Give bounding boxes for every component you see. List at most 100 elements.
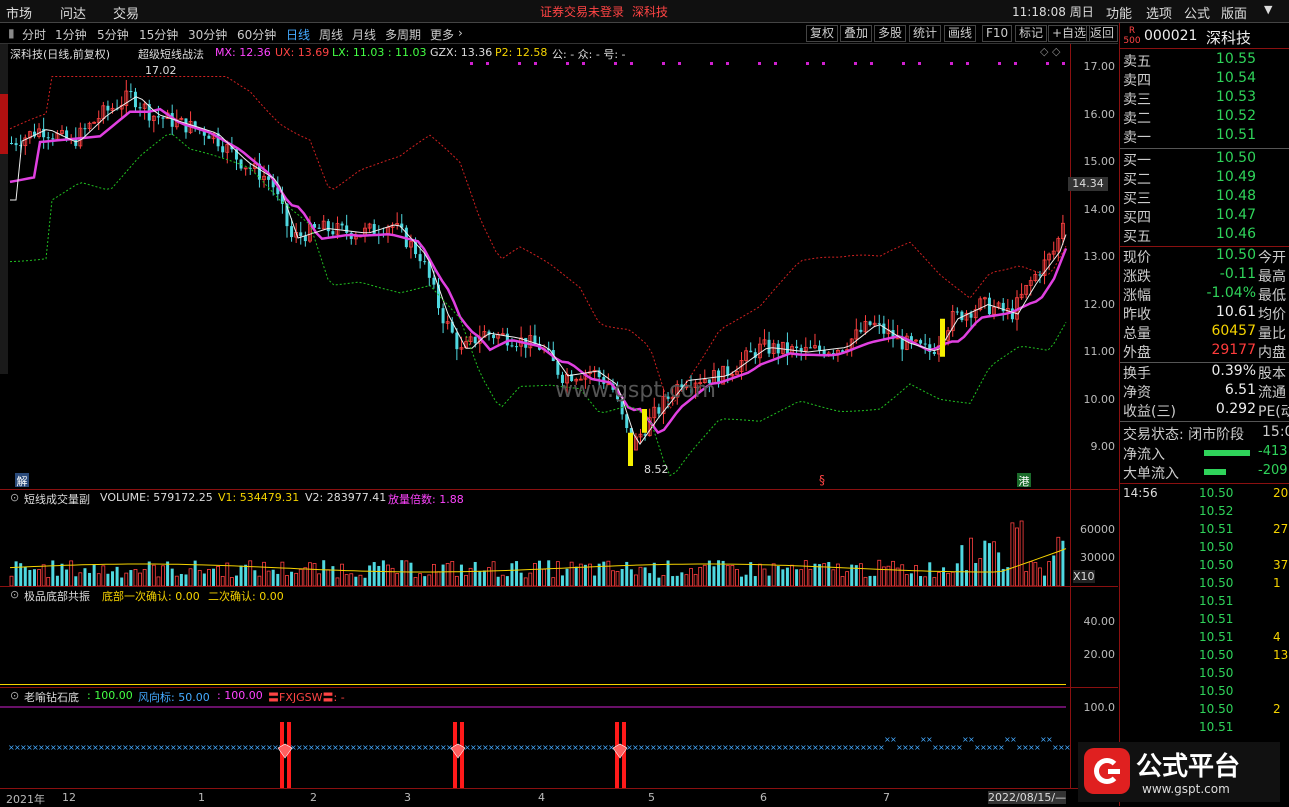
stat-row[interactable]: 总量 60457 量比 [1120, 323, 1289, 342]
quote-label: 卖一 [1123, 130, 1151, 146]
panel-toggle-icon[interactable]: ⊙ [10, 588, 20, 601]
wind-vane-mark: × [1016, 743, 1023, 752]
period-15min[interactable]: 15分钟 [139, 28, 179, 42]
tick-row[interactable]: 10.51 27 [1123, 522, 1289, 540]
stat-row[interactable]: 涨幅 -1.04% 最低 [1120, 285, 1289, 304]
menu-wenda[interactable]: 问达 [60, 7, 87, 22]
tool-overlay[interactable]: 叠加 [840, 25, 873, 42]
menu-layout[interactable]: 版面 [1221, 7, 1248, 22]
tick-row[interactable]: 10.50 [1123, 684, 1289, 702]
indicator-name[interactable]: 超级短线战法 [138, 48, 204, 61]
tool-stats[interactable]: 统计 [909, 25, 942, 42]
tick-row[interactable]: 10.50 [1123, 666, 1289, 684]
candle-body [919, 340, 923, 344]
tool-mark[interactable]: 标记 [1015, 25, 1048, 42]
bid-row[interactable]: 买五 10.46 [1120, 226, 1289, 245]
tick-row[interactable]: 10.50 2 [1123, 702, 1289, 720]
login-notice[interactable]: 证券交易未登录 [540, 5, 625, 19]
stat-row[interactable]: 昨收 10.61 均价 [1120, 304, 1289, 323]
period-day[interactable]: 日线 [286, 28, 311, 42]
marker-gang[interactable]: 港 [1017, 473, 1031, 488]
tick-row[interactable]: 10.51 [1123, 720, 1289, 738]
tool-back[interactable]: 返回 [1086, 25, 1118, 42]
period-5min[interactable]: 5分钟 [97, 28, 129, 42]
volume-ma1 [9, 548, 1067, 573]
tick-row[interactable]: 10.51 [1123, 612, 1289, 630]
left-tab-active[interactable] [0, 94, 8, 154]
stat-row[interactable]: 现价 10.50 今开 [1120, 247, 1289, 266]
tick-row[interactable]: 10.50 1 [1123, 576, 1289, 594]
wind-vane-mark: × [722, 743, 729, 752]
chart-diamond-icon[interactable]: ◇ ◇ [1040, 45, 1061, 58]
tick-row[interactable]: 10.50 20 [1123, 486, 1289, 504]
tick-row[interactable]: 10.52 [1123, 504, 1289, 522]
ask-row[interactable]: 卖三 10.53 [1120, 89, 1289, 108]
menu-function[interactable]: 功能 [1106, 7, 1133, 22]
marker-s[interactable]: § [819, 473, 825, 487]
stat-row[interactable]: 外盘 29177 内盘 [1120, 342, 1289, 361]
volume-bar [409, 562, 413, 586]
main-price-chart[interactable] [0, 44, 1118, 489]
candle-body [946, 330, 951, 341]
period-30min[interactable]: 30分钟 [188, 28, 228, 42]
period-more[interactable]: 更多 [430, 28, 455, 42]
tick-row[interactable]: 10.50 13 [1123, 648, 1289, 666]
tool-draw[interactable]: 画线 [944, 25, 977, 42]
period-1min[interactable]: 1分钟 [55, 28, 87, 42]
ask-row[interactable]: 卖四 10.54 [1120, 70, 1289, 89]
tool-add-watchlist[interactable]: +自选 [1048, 25, 1091, 42]
ask-row[interactable]: 卖五 10.55 [1120, 51, 1289, 70]
tick-row[interactable]: 10.51 [1123, 594, 1289, 612]
menu-market[interactable]: 市场 [6, 7, 33, 22]
stat-row[interactable]: 净资 6.51 流通 [1120, 382, 1289, 401]
bottom-panel2-title[interactable]: 老喻钻石底 [24, 691, 79, 704]
tick-row[interactable]: 10.51 4 [1123, 630, 1289, 648]
wind-vane-mark: × [32, 743, 39, 752]
stat-row[interactable]: 换手 0.39% 股本 [1120, 363, 1289, 382]
volume-bar [92, 564, 96, 586]
volume-bar [606, 560, 611, 586]
period-fenshi[interactable]: 分时 [22, 28, 47, 42]
volume-panel-title[interactable]: 短线成交量副 [24, 493, 90, 506]
panel-toggle-icon[interactable]: ⊙ [10, 491, 20, 504]
tool-multi-stock[interactable]: 多股 [874, 25, 907, 42]
menu-trade[interactable]: 交易 [113, 7, 140, 22]
wind-vane-mark: × [380, 743, 387, 752]
ask-row[interactable]: 卖一 10.51 [1120, 127, 1289, 146]
bid-row[interactable]: 买二 10.49 [1120, 169, 1289, 188]
candle-body [698, 382, 703, 385]
minimize-icon[interactable]: ▼ [1264, 3, 1273, 16]
volume-bar [358, 574, 363, 586]
ask-row[interactable]: 卖二 10.52 [1120, 108, 1289, 127]
period-multi[interactable]: 多周期 [385, 28, 422, 42]
period-60min[interactable]: 60分钟 [237, 28, 277, 42]
menu-formula[interactable]: 公式 [1184, 7, 1211, 22]
panel-toggle-icon[interactable]: ⊙ [10, 689, 20, 702]
left-tab-strip[interactable] [0, 44, 8, 374]
tick-row[interactable]: 10.50 [1123, 540, 1289, 558]
volume-chart[interactable] [0, 506, 1070, 586]
stat-row[interactable]: 涨跌 -0.11 最高 [1120, 266, 1289, 285]
tool-f10[interactable]: F10 [982, 25, 1013, 42]
diamond-bottom-chart[interactable]: × × × × × × × × × × × × × × × × × × × × × × × × × × × × × × × × × × × × × × × ×… [0, 704, 1070, 788]
tick-row[interactable]: 10.50 37 [1123, 558, 1289, 576]
tick-list[interactable]: 10.50 20 10.52 10.51 27 10.50 10.50 37 10.50 1 10.… [1120, 486, 1289, 746]
bid-row[interactable]: 买一 10.50 [1120, 150, 1289, 169]
bid-row[interactable]: 买四 10.47 [1120, 207, 1289, 226]
candle-body [1024, 284, 1029, 295]
bottom-panel1-title[interactable]: 极品底部共振 [24, 590, 90, 603]
period-week[interactable]: 周线 [319, 28, 344, 42]
chevron-right-icon[interactable]: › [458, 26, 463, 40]
menu-options[interactable]: 选项 [1146, 7, 1173, 22]
wind-vane-mark: × [272, 743, 279, 752]
marker-jie[interactable]: 解 [15, 473, 29, 488]
candle-body [1047, 253, 1052, 261]
wind-vane-mark: × [206, 743, 213, 752]
tool-fuquan[interactable]: 复权 [806, 25, 839, 42]
period-month[interactable]: 月线 [352, 28, 377, 42]
bid-row[interactable]: 买三 10.48 [1120, 188, 1289, 207]
quote-value: 10.50 [1215, 247, 1256, 263]
candle-body [813, 345, 817, 349]
volume-bar [395, 573, 400, 586]
